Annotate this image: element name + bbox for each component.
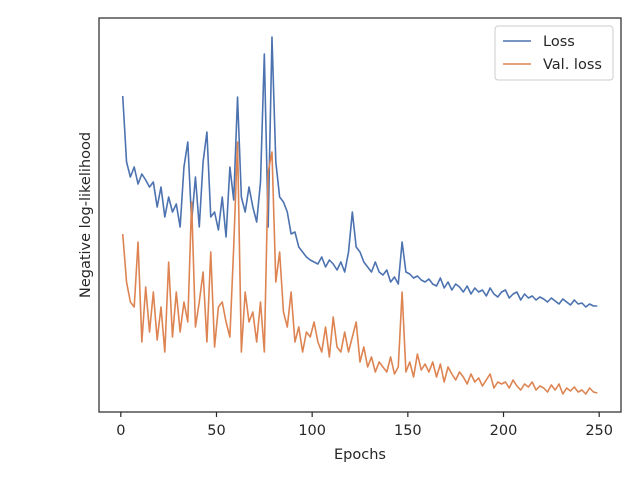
legend-label: Val. loss bbox=[543, 57, 602, 73]
x-axis-label: Epochs bbox=[334, 447, 386, 463]
line-series bbox=[121, 36, 598, 308]
x-tick-label: 0 bbox=[116, 423, 125, 439]
x-tick-label: 250 bbox=[585, 423, 613, 439]
legend-box bbox=[494, 25, 614, 81]
x-tick-label: 200 bbox=[490, 423, 518, 439]
x-tick-label: 50 bbox=[207, 423, 225, 439]
axes-frame bbox=[98, 17, 622, 413]
legend-label: Loss bbox=[543, 34, 575, 50]
x-tick-label: 100 bbox=[298, 423, 326, 439]
y-axis-label: Negative log-likelihood bbox=[78, 132, 94, 298]
line-series bbox=[121, 141, 598, 395]
x-tick-label: 150 bbox=[394, 423, 422, 439]
